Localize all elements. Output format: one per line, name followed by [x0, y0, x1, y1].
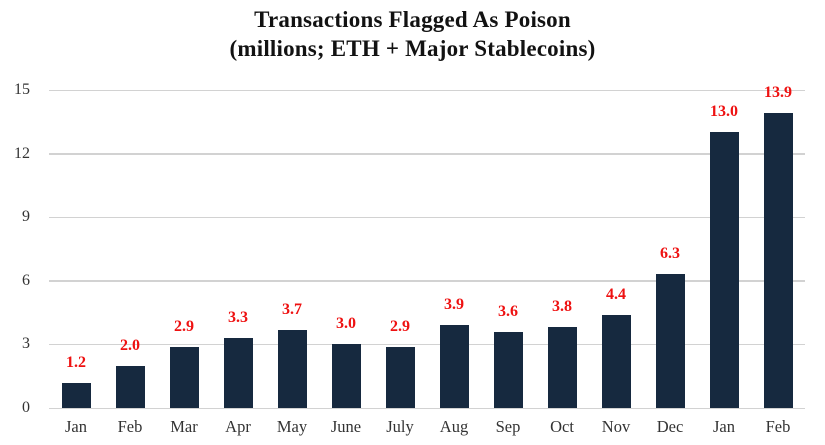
- bar-value-label: 3.3: [228, 309, 248, 327]
- x-axis-tick-label: Jan: [65, 417, 87, 436]
- x-axis-tick-label: July: [386, 417, 414, 436]
- bar-value-label: 3.8: [552, 298, 572, 316]
- x-axis-tick-label: Mar: [170, 417, 198, 436]
- plot-area: 0 3 6 9 12 15 1.2 Jan 2.0 Feb 2.9 Mar 3.3 Apr 3.7 May 3.…: [14, 81, 805, 436]
- bar: [277, 329, 307, 408]
- bar: [709, 132, 739, 408]
- bar-value-label: 6.3: [660, 245, 680, 263]
- bar: [169, 346, 199, 408]
- bar: [493, 331, 523, 408]
- y-axis-tick-label: 6: [22, 271, 30, 289]
- x-axis-tick-label: Nov: [601, 417, 631, 436]
- x-axis-tick-label: Sep: [495, 417, 521, 436]
- bar-value-label: 3.9: [444, 296, 464, 314]
- bar: [331, 344, 361, 408]
- chart-title: Transactions Flagged As Poison: [254, 7, 571, 32]
- x-axis-tick-label: Jan: [713, 417, 735, 436]
- bar: [601, 314, 631, 408]
- x-axis-tick-label: Aug: [439, 417, 469, 436]
- bar: [61, 382, 91, 408]
- x-axis-tick-label: Dec: [656, 417, 684, 436]
- x-axis-tick-label: Apr: [225, 417, 251, 436]
- y-axis-tick-label: 9: [22, 208, 30, 226]
- bar: [223, 338, 253, 408]
- gridline: [49, 280, 805, 282]
- x-axis-tick-label: Feb: [117, 417, 143, 436]
- chart-subtitle: (millions; ETH + Major Stablecoins): [229, 36, 596, 61]
- bar-value-label: 3.0: [336, 315, 356, 333]
- bar-value-label: 3.7: [282, 300, 302, 318]
- y-axis-tick-label: 0: [22, 399, 30, 416]
- gridline: [49, 343, 805, 346]
- x-axis-tick-label: May: [276, 417, 308, 436]
- bar: [655, 274, 685, 408]
- bar: [547, 327, 577, 408]
- gridline: [49, 153, 805, 155]
- x-axis-tick-label: Oct: [550, 417, 574, 436]
- bar-value-label: 2.9: [390, 317, 410, 335]
- x-axis-tick-label: June: [330, 417, 362, 436]
- gridline: [49, 89, 805, 91]
- bar: [439, 325, 469, 408]
- y-axis-tick-label: 3: [22, 335, 30, 353]
- y-axis-tick-label: 15: [14, 81, 30, 98]
- bar: [385, 346, 415, 408]
- x-axis-tick-label: Feb: [765, 417, 791, 436]
- bar-value-label: 13.0: [710, 103, 738, 121]
- gridline: [49, 407, 805, 409]
- bar: [115, 365, 145, 408]
- gridline: [49, 216, 805, 219]
- bar-value-label: 3.6: [498, 302, 518, 320]
- y-axis-tick-label: 12: [14, 144, 30, 162]
- bar-value-label: 4.4: [606, 285, 626, 303]
- bar-value-label: 2.9: [174, 317, 194, 335]
- chart-title-block: Transactions Flagged As Poison (millions…: [0, 5, 825, 63]
- bar: [763, 113, 793, 408]
- bar-value-label: 1.2: [66, 353, 86, 371]
- bar-value-label: 2.0: [120, 336, 140, 354]
- bar-value-label: 13.9: [764, 84, 792, 102]
